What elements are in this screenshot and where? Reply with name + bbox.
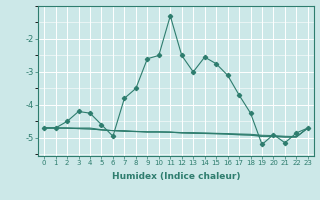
X-axis label: Humidex (Indice chaleur): Humidex (Indice chaleur)	[112, 172, 240, 181]
